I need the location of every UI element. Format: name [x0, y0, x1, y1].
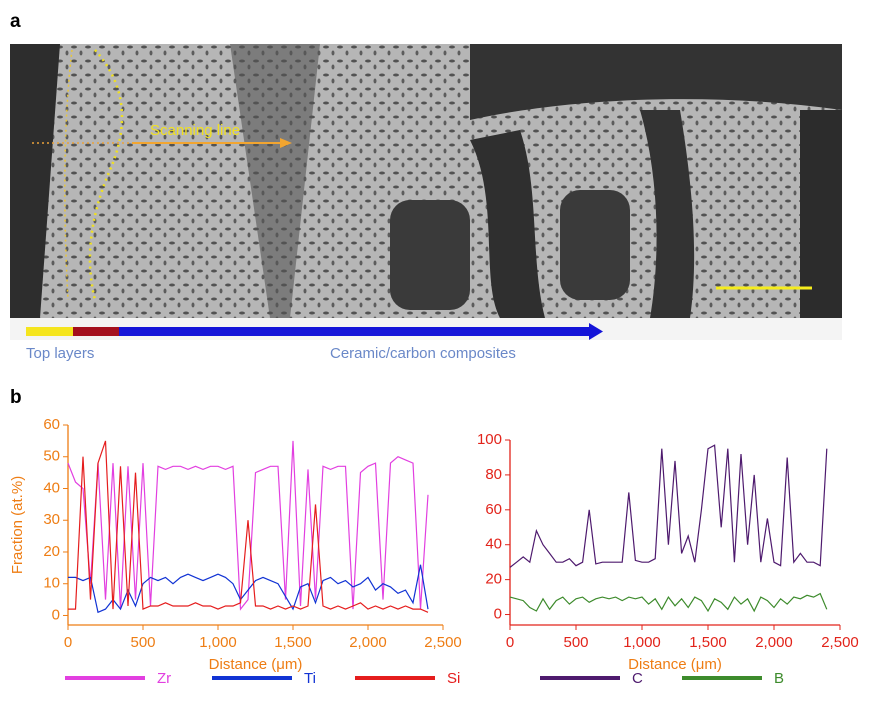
panel-label: a [10, 11, 21, 32]
figure: a Scanning line Top layers Ceramic/carbo… [0, 0, 872, 712]
y-tick-label: 0 [52, 606, 60, 623]
x-tick-label: 2,500 [424, 634, 462, 651]
x-tick-label: 2,000 [349, 634, 387, 651]
legend-label: Zr [157, 670, 171, 687]
y-tick-label: 100 [477, 431, 502, 448]
micrograph [10, 44, 842, 318]
legend-label: Ti [304, 670, 316, 687]
y-tick-label: 60 [43, 416, 60, 433]
x-tick-label: 1,500 [274, 634, 312, 651]
legend-label: Si [447, 670, 460, 687]
layer-bar [119, 327, 591, 336]
y-tick-label: 80 [485, 466, 502, 483]
y-tick-label: 60 [485, 501, 502, 518]
y-axis-label: Fraction (at.%) [9, 476, 26, 574]
x-tick-label: 2,000 [755, 634, 793, 651]
scan-label: Scanning line [150, 122, 240, 139]
y-tick-label: 10 [43, 575, 60, 592]
x-tick-label: 1,000 [623, 634, 661, 651]
x-tick-label: 500 [563, 634, 588, 651]
x-tick-label: 1,000 [199, 634, 237, 651]
x-tick-label: 2,500 [821, 634, 859, 651]
y-tick-label: 20 [43, 543, 60, 560]
data-line [510, 594, 827, 611]
layer-bar [73, 327, 119, 336]
layer-label: Ceramic/carbon composites [330, 345, 516, 362]
y-tick-label: 40 [43, 479, 60, 496]
x-tick-label: 500 [130, 634, 155, 651]
x-tick-label: 0 [506, 634, 514, 651]
layer-bar [26, 327, 73, 336]
y-tick-label: 50 [43, 448, 60, 465]
x-tick-label: 0 [64, 634, 72, 651]
y-tick-label: 40 [485, 536, 502, 553]
y-tick-label: 30 [43, 511, 60, 528]
x-tick-label: 1,500 [689, 634, 727, 651]
legend-label: C [632, 670, 643, 687]
y-tick-label: 20 [485, 571, 502, 588]
x-axis-label: Distance (μm) [209, 656, 303, 673]
y-tick-label: 0 [494, 605, 502, 622]
layer-label: Top layers [26, 345, 94, 362]
panel-label: b [10, 387, 22, 408]
data-line [510, 445, 827, 567]
legend-label: B [774, 670, 784, 687]
